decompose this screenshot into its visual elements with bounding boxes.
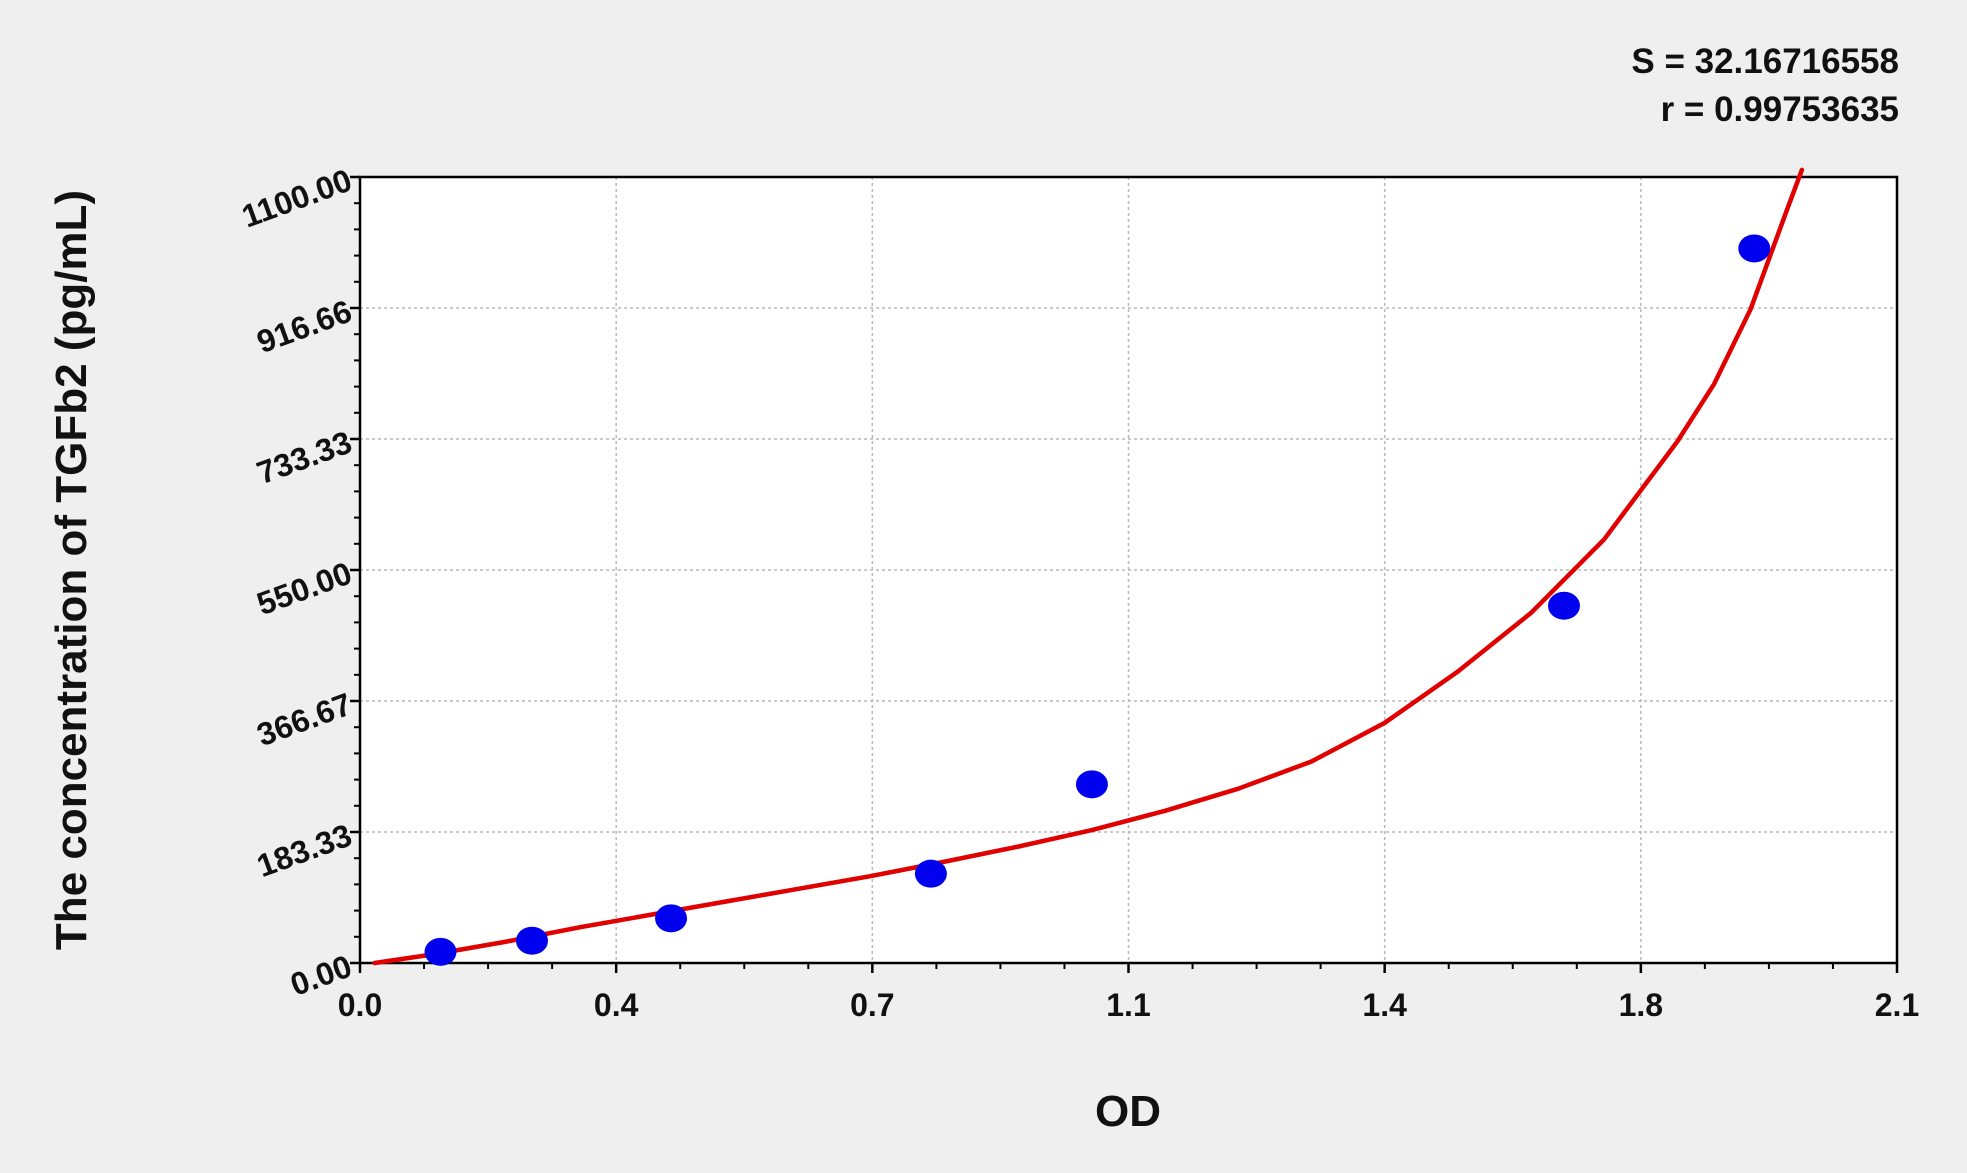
x-tick-label: 2.1: [1875, 987, 1919, 1023]
data-point: [515, 926, 548, 955]
x-axis-ticks: 0.0 0.4 0.7 1.1 1.4 1.8 2.1: [338, 963, 1919, 1023]
y-tick-label: 733.33: [252, 424, 356, 491]
data-point: [914, 859, 947, 888]
y-tick-label: 366.67: [252, 686, 356, 753]
y-tick-label: 1100.00: [237, 162, 356, 235]
fit-curve: [372, 167, 1805, 966]
data-points-layer: [424, 234, 1771, 966]
s-value-annotation: S = 32.16716558: [1631, 42, 1899, 81]
x-tick-label: 0.0: [338, 987, 382, 1023]
y-tick-label: 916.66: [252, 293, 356, 360]
data-point: [1075, 770, 1108, 799]
data-point: [424, 937, 457, 966]
y-tick-label: 183.33: [252, 817, 356, 884]
x-tick-label: 0.7: [850, 987, 894, 1023]
y-axis-title: The concentration of TGFb2 (pg/mL): [47, 190, 96, 950]
data-point: [1547, 591, 1580, 620]
x-tick-label: 0.4: [594, 987, 639, 1023]
r-value-annotation: r = 0.99753635: [1660, 90, 1899, 129]
x-tick-label: 1.4: [1362, 987, 1407, 1023]
gridlines: [360, 177, 1897, 963]
data-point: [655, 904, 688, 933]
y-tick-label: 550.00: [252, 555, 356, 622]
fit-curve-layer: [372, 167, 1805, 966]
data-point: [1738, 234, 1771, 263]
x-axis-title: OD: [1095, 1087, 1161, 1136]
y-axis-ticks: 0.00183.33366.67550.00733.33916.661100.0…: [237, 162, 360, 1003]
x-tick-label: 1.8: [1619, 987, 1663, 1023]
x-tick-label: 1.1: [1106, 987, 1150, 1023]
